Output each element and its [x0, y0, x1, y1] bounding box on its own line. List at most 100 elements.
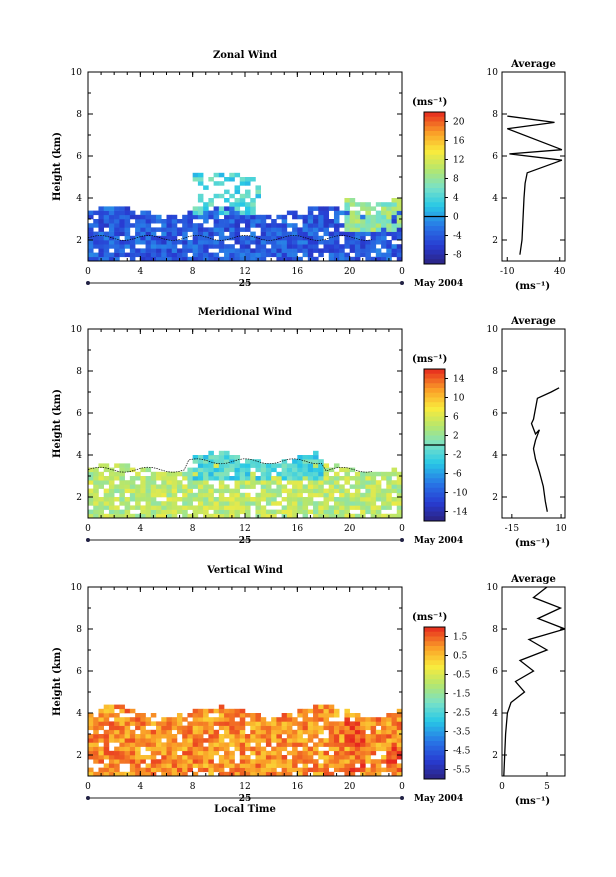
heat-cell [171, 497, 178, 502]
heat-cell [171, 750, 178, 756]
heat-cell [203, 488, 209, 494]
heat-cell [197, 717, 204, 722]
colorbar-step [424, 511, 445, 517]
heat-cell [103, 240, 110, 245]
heat-cell [161, 750, 167, 756]
heat-cell [171, 476, 178, 481]
heat-cell [381, 244, 387, 249]
heat-cell [375, 721, 382, 726]
heat-cell [103, 767, 110, 773]
heat-cell [260, 463, 267, 468]
heat-cell [375, 492, 382, 498]
heat-cell [344, 738, 350, 743]
heat-cell [203, 746, 209, 752]
heat-cell [224, 488, 230, 494]
heat-cell [197, 248, 204, 253]
heat-cell [150, 759, 157, 764]
heat-cell [255, 713, 261, 718]
heat-cell [208, 759, 214, 764]
heat-cell [239, 471, 246, 477]
heat-cell [255, 742, 261, 747]
heat-cell [224, 763, 230, 768]
heat-cell [145, 501, 152, 506]
heat-cell [182, 750, 188, 756]
heat-cell [124, 231, 131, 237]
heat-cell [124, 223, 131, 228]
heat-cell [229, 193, 235, 199]
heat-cell [260, 750, 267, 756]
heat-cell [224, 759, 230, 764]
heat-cell [375, 742, 382, 747]
heat-cell [349, 223, 356, 228]
heat-cell [208, 210, 214, 216]
heat-cell [229, 759, 235, 764]
heat-cell [124, 252, 131, 258]
heat-cell [218, 181, 225, 186]
heat-cell [396, 202, 402, 207]
heat-cell [276, 484, 282, 489]
heat-cell [208, 256, 214, 261]
colorbar-step [424, 636, 445, 642]
heat-cell [396, 767, 402, 773]
heat-cell [176, 231, 183, 237]
profile-y-tick-label: 8 [492, 367, 498, 377]
heat-cell [218, 513, 225, 518]
heat-cell [333, 252, 340, 258]
heat-cell [250, 252, 256, 258]
heat-cell [307, 497, 314, 502]
heat-cell [391, 467, 398, 473]
heat-cell [391, 721, 398, 726]
heat-cell [339, 501, 345, 506]
heat-cell [140, 729, 146, 735]
heat-cell [176, 746, 183, 752]
heat-cell [333, 240, 340, 245]
heat-cell [124, 708, 131, 714]
heat-cell [297, 759, 303, 764]
heat-cell [192, 235, 199, 241]
heat-cell [271, 746, 277, 752]
heat-cell [114, 248, 120, 253]
heat-cell [176, 767, 183, 773]
heat-cell [318, 725, 324, 731]
heat-cell [286, 742, 293, 747]
heat-cell [271, 252, 277, 258]
heat-cell [402, 480, 408, 485]
heat-cell [171, 256, 178, 261]
heat-cell [323, 210, 330, 216]
heat-cell [339, 223, 345, 228]
heat-cell [98, 734, 104, 739]
heat-cell [396, 492, 402, 498]
heat-cell [307, 759, 314, 764]
heat-cell [313, 459, 319, 464]
heat-cell [124, 227, 131, 232]
heat-cell [119, 227, 125, 232]
colorbar-step [424, 483, 445, 489]
heat-cell [297, 509, 303, 515]
heat-cell [145, 248, 152, 253]
heat-cell [161, 471, 167, 477]
heat-cell [271, 750, 277, 756]
heat-cell [88, 256, 94, 261]
heat-cell [365, 501, 371, 506]
heat-cell [166, 501, 173, 506]
y-tick-label: 6 [76, 667, 82, 677]
heat-cell [396, 734, 402, 739]
heat-cell [197, 746, 204, 752]
heat-cell [224, 463, 230, 468]
heat-cell [349, 235, 356, 241]
heat-cell [135, 755, 141, 760]
heat-cell [119, 467, 125, 473]
heat-cell [323, 219, 330, 224]
heat-cell [276, 244, 282, 249]
heat-cell [166, 750, 173, 756]
heat-cell [213, 717, 220, 722]
heat-cell [98, 231, 104, 237]
heat-cell [276, 750, 282, 756]
heat-cell [203, 240, 209, 245]
heat-cell [208, 198, 214, 203]
heat-cell [150, 244, 157, 249]
heat-cell [103, 497, 110, 502]
heat-cell [328, 725, 335, 731]
heat-cell [292, 721, 298, 726]
heat-cell [88, 231, 94, 237]
